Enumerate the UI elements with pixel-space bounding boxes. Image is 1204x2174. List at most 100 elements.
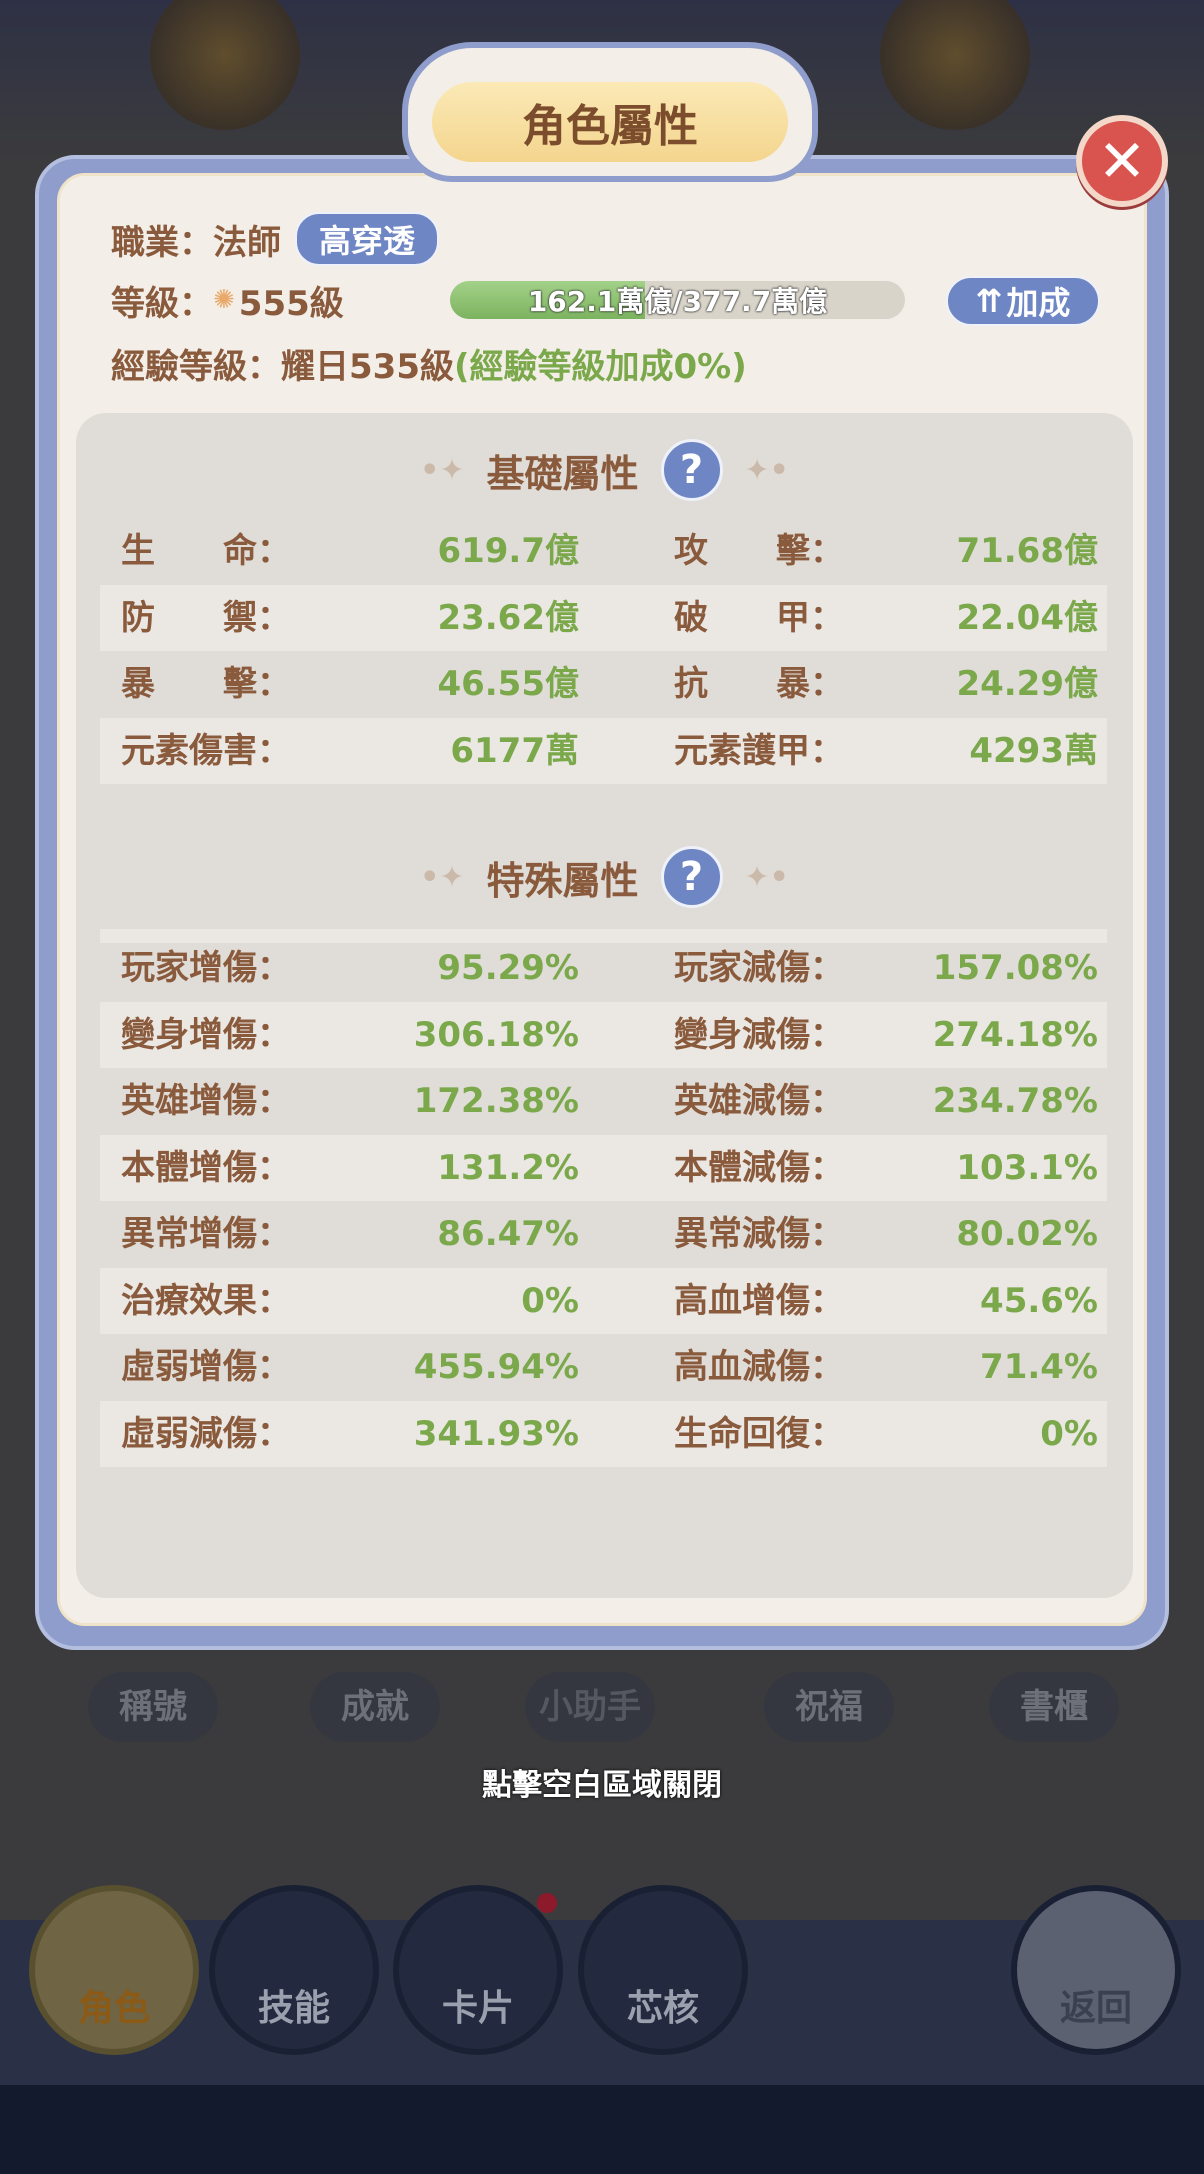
nav-character[interactable]: 角色 [29, 1885, 199, 2055]
class-label: 職業： [111, 222, 213, 263]
attribute-label: 本體增傷： [121, 1147, 291, 1188]
special-heading-text: 特殊屬性 [486, 858, 639, 903]
shelf-title[interactable]: 稱號 [88, 1672, 218, 1742]
attribute-row: 生 命： 619.7億 攻 擊： 71.68億 [100, 518, 1107, 584]
shelf-bookshelf[interactable]: 書櫃 [989, 1672, 1119, 1742]
attribute-value: 71.4% [980, 1347, 1098, 1387]
attribute-value: 341.93% [413, 1413, 579, 1454]
attribute-value: 306.18% [413, 1014, 579, 1055]
shelf-assistant[interactable]: 小助手 [525, 1672, 655, 1742]
attribute-value: 4293萬 [969, 730, 1098, 771]
attribute-label: 玩家減傷： [674, 948, 844, 988]
level-value: 555級 [238, 283, 344, 324]
attribute-label: 高血增傷： [674, 1280, 844, 1321]
nav-cards[interactable]: 卡片 [393, 1885, 563, 2055]
basic-heading-text: 基礎屬性 [486, 451, 639, 496]
close-icon: ✕ [1097, 127, 1147, 195]
arrow-up-icon: ⇈ [975, 282, 1003, 320]
attribute-row: 本體增傷： 131.2% 本體減傷： 103.1% [100, 1134, 1107, 1201]
attribute-label: 變身減傷： [674, 1014, 844, 1055]
exp-level-label: 經驗等級： [111, 346, 281, 387]
attribute-value: 46.55億 [437, 664, 579, 704]
attribute-value: 95.29% [437, 948, 579, 988]
attribute-value: 24.29億 [956, 664, 1098, 704]
attribute-row: 英雄增傷： 172.38% 英雄減傷： 234.78% [100, 1068, 1107, 1134]
exp-level-value: 耀日535級 [281, 346, 454, 387]
help-icon[interactable]: ? [660, 439, 723, 501]
attribute-value: 45.6% [980, 1280, 1098, 1321]
attribute-value: 131.2% [437, 1147, 579, 1188]
basic-heading: •✦ 基礎屬性 ? ✦• [76, 439, 1133, 501]
attributes-box: •✦ 基礎屬性 ? ✦• •✦ 特殊屬性 ? ✦• 生 命： 619.7億 攻 擊：… [76, 413, 1133, 1598]
attribute-label: 變身增傷： [121, 1014, 291, 1055]
attribute-value: 80.02% [956, 1214, 1098, 1254]
exp-progress-fill [450, 281, 646, 319]
attribute-row: 變身增傷： 306.18% 變身減傷： 274.18% [100, 1001, 1107, 1068]
class-value: 法師 [213, 222, 281, 263]
attribute-value: 234.78% [932, 1081, 1098, 1121]
sun-icon: ✺ [213, 285, 235, 315]
attribute-value: 103.1% [956, 1147, 1098, 1188]
attribute-label: 破 甲： [674, 597, 844, 638]
attribute-row: 治療效果： 0% 高血增傷： 45.6% [100, 1267, 1107, 1334]
attribute-label: 暴 擊： [121, 664, 291, 704]
attribute-label: 英雄增傷： [121, 1081, 291, 1121]
attribute-label: 玩家增傷： [121, 948, 291, 988]
exp-progress-bar: 162.1萬億/377.7萬億 [450, 281, 905, 319]
level-label: 等級： [111, 283, 213, 324]
attribute-label: 本體減傷： [674, 1147, 844, 1188]
attribute-label: 治療效果： [121, 1280, 291, 1321]
dialog-title: 角色屬性 [432, 82, 788, 162]
attribute-value: 455.94% [413, 1347, 579, 1387]
attribute-value: 0% [521, 1280, 579, 1321]
attribute-row: 玩家增傷： 95.29% 玩家減傷： 157.08% [100, 935, 1107, 1001]
background-badge [880, 0, 1030, 130]
special-heading: •✦ 特殊屬性 ? ✦• [76, 846, 1133, 908]
attribute-value: 22.04億 [956, 597, 1098, 638]
exp-level-row: 經驗等級： 耀日535級 (經驗等級加成0%) [111, 339, 747, 387]
bottom-strip [0, 2085, 1204, 2174]
attribute-row: 異常增傷： 86.47% 異常減傷： 80.02% [100, 1201, 1107, 1267]
attribute-value: 172.38% [413, 1081, 579, 1121]
attribute-row: 元素傷害： 6177萬 元素護甲： 4293萬 [100, 717, 1107, 784]
attribute-value: 86.47% [437, 1214, 579, 1254]
class-tag: 高穿透 [295, 212, 440, 266]
attribute-label: 防 禦： [121, 597, 291, 638]
attribute-label: 異常減傷： [674, 1214, 844, 1254]
exp-progress-text: 162.1萬億/377.7萬億 [527, 285, 828, 318]
attribute-label: 異常增傷： [121, 1214, 291, 1254]
attribute-label: 虛弱增傷： [121, 1347, 291, 1387]
attribute-label: 英雄減傷： [674, 1081, 844, 1121]
class-row: 職業： 法師 高穿透 [111, 212, 440, 266]
attribute-value: 274.18% [932, 1014, 1098, 1055]
attribute-value: 23.62億 [437, 597, 579, 638]
divider [100, 929, 1107, 943]
attribute-label: 攻 擊： [674, 531, 844, 571]
close-button[interactable]: ✕ [1076, 115, 1168, 207]
nav-skills[interactable]: 技能 [209, 1885, 379, 2055]
notification-dot [537, 1893, 557, 1913]
close-hint[interactable]: 點擊空白區域關閉 [482, 1768, 722, 1803]
exp-level-bonus: (經驗等級加成0%) [453, 346, 747, 387]
attribute-label: 虛弱減傷： [121, 1413, 291, 1454]
attribute-label: 抗 暴： [674, 664, 844, 704]
attribute-row: 防 禦： 23.62億 破 甲： 22.04億 [100, 584, 1107, 651]
bonus-button[interactable]: ⇈ 加成 [946, 276, 1100, 326]
attribute-value: 71.68億 [956, 531, 1098, 571]
attribute-row: 暴 擊： 46.55億 抗 暴： 24.29億 [100, 651, 1107, 717]
sparkle-icon: ✦• [744, 452, 789, 488]
nav-core[interactable]: 芯核 [578, 1885, 748, 2055]
bonus-label: 加成 [1006, 284, 1071, 322]
shelf-achievement[interactable]: 成就 [310, 1672, 440, 1742]
attribute-label: 生命回復： [674, 1413, 844, 1454]
background-badge [150, 0, 300, 130]
sparkle-icon: ✦• [744, 859, 789, 895]
title-banner: 角色屬性 [402, 42, 818, 182]
shelf-blessing[interactable]: 祝福 [764, 1672, 894, 1742]
level-row: 等級： ✺ 555級 [111, 276, 344, 324]
attribute-label: 高血減傷： [674, 1347, 844, 1387]
attribute-label: 元素傷害： [121, 730, 291, 771]
sparkle-icon: •✦ [420, 859, 465, 895]
help-icon[interactable]: ? [660, 846, 723, 908]
nav-back[interactable]: 返回 [1011, 1885, 1181, 2055]
